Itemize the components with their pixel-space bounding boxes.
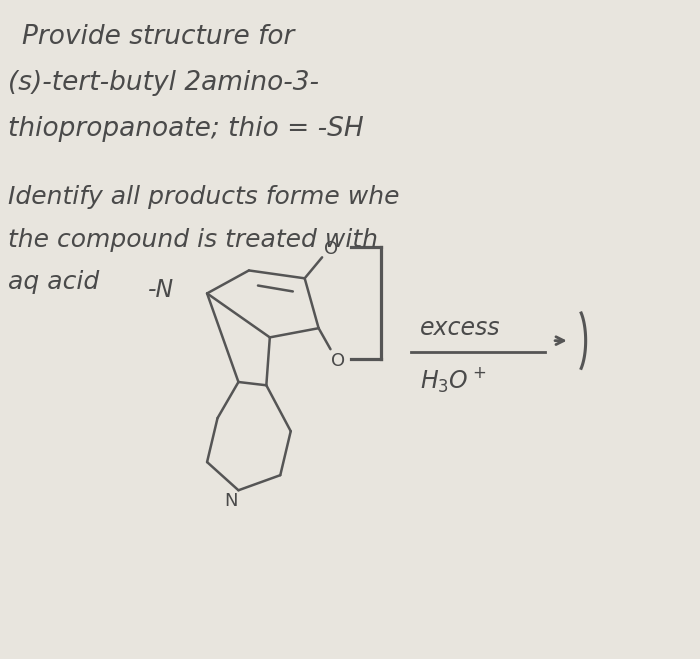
Text: $H_3O^+$: $H_3O^+$ — [420, 366, 486, 395]
Text: excess: excess — [420, 316, 500, 341]
Text: O: O — [331, 352, 345, 370]
Text: (s)-tert-butyl 2amino-3-: (s)-tert-butyl 2amino-3- — [8, 71, 319, 96]
Text: Provide structure for: Provide structure for — [22, 24, 295, 50]
Text: O: O — [323, 241, 337, 258]
Text: Identify all products forme whe: Identify all products forme whe — [8, 185, 400, 209]
Text: the compound is treated with: the compound is treated with — [8, 228, 379, 252]
Text: -N: -N — [148, 278, 174, 302]
Text: thiopropanoate; thio = -SH: thiopropanoate; thio = -SH — [8, 116, 364, 142]
Text: N: N — [225, 492, 238, 511]
Text: aq acid: aq acid — [8, 270, 99, 295]
